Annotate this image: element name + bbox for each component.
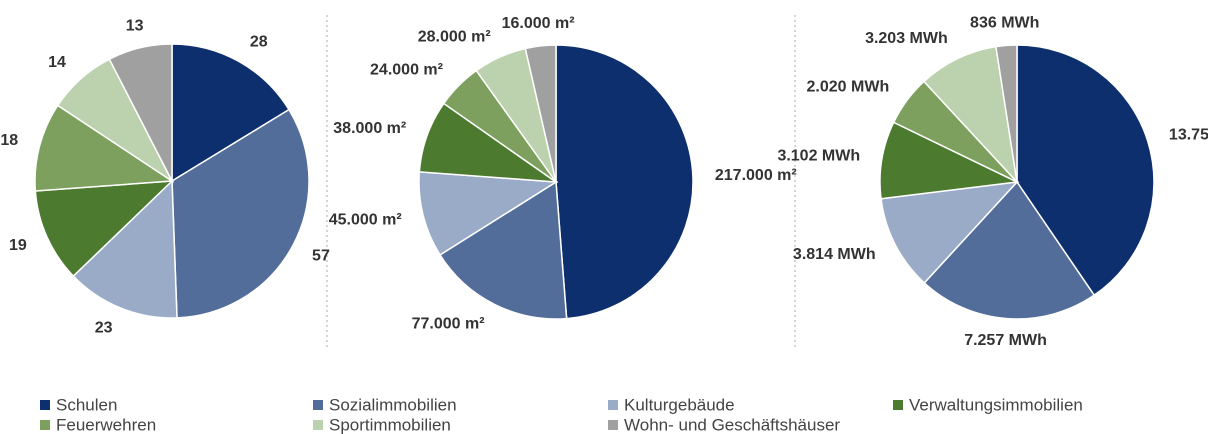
data-label: 28 <box>250 34 268 51</box>
data-label: 14 <box>48 54 66 71</box>
legend-swatch <box>608 420 618 430</box>
legend-swatch <box>313 400 323 410</box>
pie-slice <box>524 44 557 183</box>
data-label: 23 <box>95 320 113 337</box>
pie-slice <box>171 43 290 183</box>
legend-label: Sportimmobilien <box>329 415 451 434</box>
legend-label: Sozialimmobilien <box>329 395 457 414</box>
data-label: 3.814 MWh <box>793 246 876 263</box>
data-label: 18 <box>0 132 18 149</box>
pie-slice <box>72 179 178 319</box>
pie-slice <box>1016 44 1155 297</box>
legend-swatch <box>608 400 618 410</box>
pie-slice <box>879 121 1020 200</box>
data-label: 28.000 m² <box>418 28 491 45</box>
data-label: 3.203 MWh <box>865 30 948 47</box>
data-label: 38.000 m² <box>333 120 406 137</box>
data-label: 217.000 m² <box>715 167 797 184</box>
legend-label: Feuerwehren <box>56 415 156 434</box>
data-label: 13.756 MWh <box>1169 126 1208 143</box>
legend-swatch <box>313 420 323 430</box>
data-label: 24.000 m² <box>370 61 443 78</box>
data-label: 57 <box>312 247 330 264</box>
data-label: 836 MWh <box>970 15 1039 32</box>
pie-slice <box>923 180 1096 320</box>
legend-label: Schulen <box>56 395 117 414</box>
data-label: 19 <box>9 237 27 254</box>
pie-slice <box>34 104 175 192</box>
legend-label: Wohn- und Geschäftshäuser <box>624 415 840 434</box>
data-label: 16.000 m² <box>502 15 575 32</box>
legend-swatch <box>893 400 903 410</box>
legend-swatch <box>40 420 50 430</box>
data-label: 77.000 m² <box>412 315 485 332</box>
legend-label: Verwaltungsimmobilien <box>909 395 1083 414</box>
pie-slice <box>438 180 568 320</box>
data-label: 2.020 MWh <box>807 79 890 96</box>
pie-slice <box>995 44 1018 183</box>
data-label: 3.102 MWh <box>777 147 860 164</box>
data-label: 13 <box>126 18 144 35</box>
pie-slice <box>418 171 559 256</box>
pie-slice <box>171 108 310 319</box>
data-label: 45.000 m² <box>329 212 402 229</box>
pie-slice <box>555 44 694 320</box>
pie-slice <box>922 45 1019 185</box>
data-label: 7.257 MWh <box>964 332 1047 349</box>
pie-slice <box>34 180 175 278</box>
pie-slice <box>108 43 173 182</box>
legend-label: Kulturgebäude <box>624 395 735 414</box>
legend-swatch <box>40 400 50 410</box>
pie-slice <box>880 181 1019 284</box>
